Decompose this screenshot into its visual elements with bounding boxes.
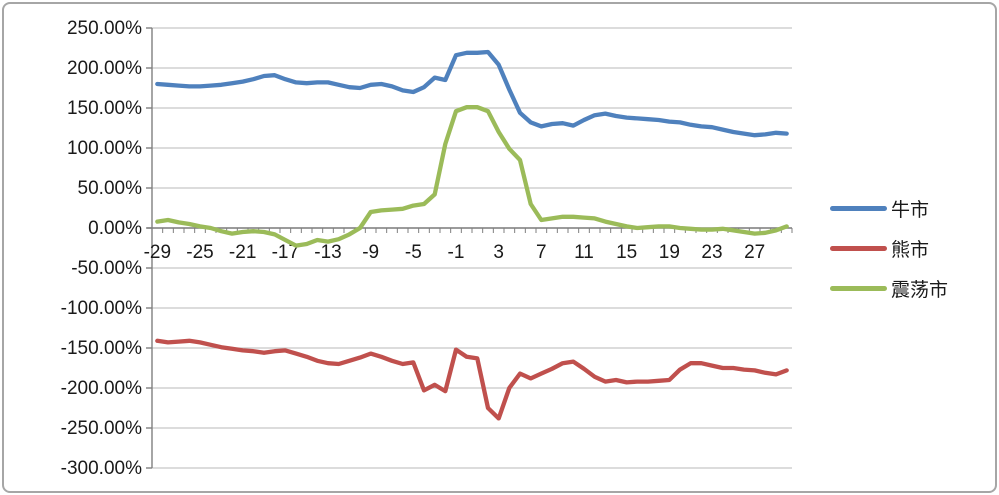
svg-text:-25: -25: [186, 242, 213, 263]
svg-text:-21: -21: [229, 242, 256, 263]
legend-item-volatile-market: 震荡市: [830, 268, 995, 308]
legend-label-bull-market: 牛市: [891, 199, 930, 221]
legend-line-volatile-icon: [830, 285, 887, 291]
svg-text:-9: -9: [362, 242, 379, 263]
svg-text:23: 23: [701, 242, 722, 263]
svg-text:-29: -29: [144, 242, 171, 263]
svg-text:11: 11: [574, 242, 594, 263]
svg-text:150.00%: 150.00%: [67, 98, 142, 119]
svg-text:-1: -1: [448, 242, 465, 263]
svg-text:19: 19: [659, 242, 680, 263]
legend-label-volatile-market: 震荡市: [891, 279, 949, 301]
svg-text:0.00%: 0.00%: [88, 218, 142, 239]
svg-text:-13: -13: [314, 242, 341, 263]
legend-line-bear-icon: [830, 245, 887, 251]
svg-text:7: 7: [536, 242, 547, 263]
legend-label-bear-market: 熊市: [891, 239, 930, 261]
svg-text:-100.00%: -100.00%: [61, 298, 142, 319]
svg-text:250.00%: 250.00%: [67, 18, 142, 39]
svg-text:27: 27: [744, 242, 765, 263]
svg-text:-5: -5: [405, 242, 422, 263]
svg-text:-300.00%: -300.00%: [61, 458, 142, 479]
legend-line-bull-icon: [830, 205, 887, 211]
svg-text:3: 3: [493, 242, 504, 263]
svg-text:100.00%: 100.00%: [67, 138, 142, 159]
legend-item-bull-market: 牛市: [830, 188, 995, 228]
legend: 牛市 熊市 震荡市: [830, 188, 995, 308]
svg-text:-150.00%: -150.00%: [61, 338, 142, 359]
svg-text:-200.00%: -200.00%: [61, 378, 142, 399]
svg-text:15: 15: [616, 242, 637, 263]
svg-text:-17: -17: [272, 242, 299, 263]
svg-text:50.00%: 50.00%: [78, 178, 143, 199]
legend-item-bear-market: 熊市: [830, 228, 995, 268]
svg-text:-50.00%: -50.00%: [71, 258, 142, 279]
svg-text:-250.00%: -250.00%: [61, 418, 142, 439]
svg-text:200.00%: 200.00%: [67, 58, 142, 79]
